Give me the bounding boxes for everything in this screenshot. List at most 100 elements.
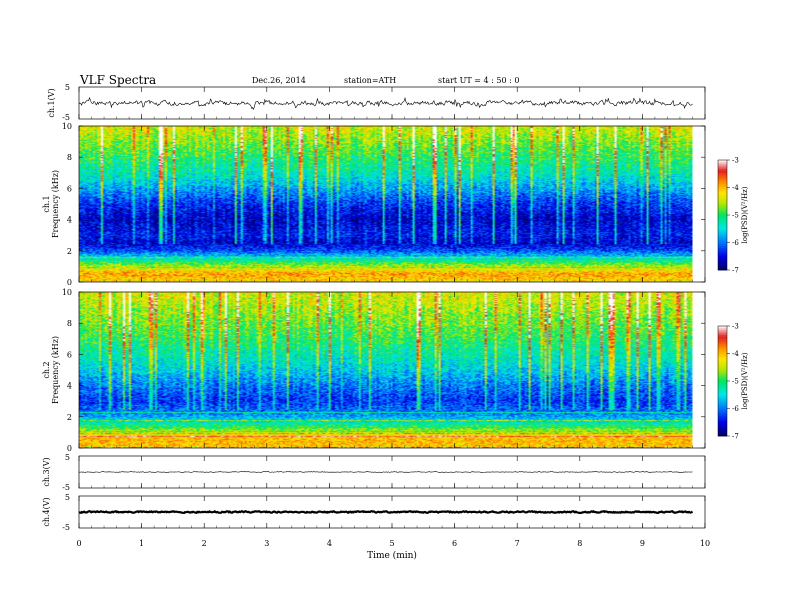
spec2-ytick-label: 4 <box>67 382 72 391</box>
ch1-trace <box>78 96 693 111</box>
cbar1-swatch <box>718 193 727 196</box>
time-axis: 0 1 2 3 4 5 6 7 8 9 10 <box>76 87 710 548</box>
cbar1-tick-label: -7 <box>732 267 739 275</box>
ch3-ytick-bottom: -5 <box>62 483 70 492</box>
cbar1-swatch <box>718 226 727 229</box>
ch3-ylabel: ch.3(V) <box>42 457 51 486</box>
cbar2-swatch <box>718 338 727 342</box>
cbar2-swatch <box>718 432 727 435</box>
cbar1-swatch <box>718 220 727 223</box>
cbar1-swatch <box>718 222 727 225</box>
cbar1-swatch <box>718 161 727 165</box>
cbar1-swatch <box>718 257 727 260</box>
time-tick-label: 3 <box>264 539 269 548</box>
cbar2-swatch <box>718 373 727 376</box>
cbar1-swatch <box>718 176 727 179</box>
cbar2-swatch <box>718 421 727 424</box>
cbar1-swatch <box>718 216 727 220</box>
spec2-ytick-label: 10 <box>62 288 72 297</box>
cbar2-swatch <box>718 344 727 347</box>
cbar1-swatch <box>718 238 727 242</box>
cbar2-swatch <box>718 351 727 354</box>
cbar2-swatch <box>718 414 727 417</box>
cbar2-swatch <box>718 342 727 345</box>
cbar1-swatch <box>718 169 727 172</box>
spectrogram-ch2-panel: 0 2 4 6 8 10 ch.2 Frequency (kHz) -3 -4 -5 -6 -7 l… <box>42 288 749 453</box>
cbar2-swatch <box>718 388 727 391</box>
spec2-ytick-label: 0 <box>67 444 72 453</box>
cbar1-swatch <box>718 213 727 216</box>
cbar2-swatch <box>718 384 727 387</box>
cbar2-swatch <box>718 346 727 349</box>
cbar1-swatch <box>718 266 727 269</box>
cbar2-swatch <box>718 329 727 332</box>
cbar1-swatch <box>718 171 727 174</box>
time-tick-label: 4 <box>327 539 332 548</box>
cbar2-swatch <box>718 359 727 362</box>
spectrogram-ch2-image <box>79 292 693 448</box>
cbar2-swatch <box>718 368 727 371</box>
cbar1-swatch <box>718 165 727 168</box>
cbar1-swatch <box>718 218 727 221</box>
cbar2-swatch <box>718 375 727 378</box>
cbar1-swatch <box>718 215 727 218</box>
cbar2-swatch <box>718 381 727 384</box>
cbar2-swatch <box>718 434 727 437</box>
cbar1-swatch <box>718 191 727 194</box>
cbar2-swatch <box>718 340 727 343</box>
cbar1-swatch <box>718 189 727 192</box>
cbar1-swatch <box>718 231 727 234</box>
ch1-ylabel: ch.1(V) <box>47 88 56 117</box>
cbar1-swatch <box>718 209 727 212</box>
cbar2-swatch <box>718 357 727 360</box>
cbar1-swatch <box>718 248 727 251</box>
cbar2-swatch <box>718 379 727 382</box>
ch1-ytick-top: 5 <box>65 83 70 92</box>
cbar1-label: log(PSD)(V²/Hz) <box>741 186 749 243</box>
cbar1-swatch <box>718 172 727 176</box>
date-label: Dec.26, 2014 <box>252 76 306 85</box>
cbar2-swatch <box>718 370 727 373</box>
cbar2-swatch <box>718 392 727 395</box>
cbar2-swatch <box>718 348 727 351</box>
cbar1-swatch <box>718 268 727 271</box>
spectrogram-ch1-image <box>79 126 693 282</box>
cbar1-swatch <box>718 235 727 238</box>
cbar1-swatch <box>718 253 727 256</box>
cbar2-tick-label: -3 <box>732 323 739 331</box>
cbar1-swatch <box>718 259 727 262</box>
spec1-ytick-label: 10 <box>62 122 72 131</box>
cbar2-swatch <box>718 395 727 398</box>
time-tick-label: 10 <box>700 539 710 548</box>
ch1-ytick-bottom: -5 <box>62 113 70 122</box>
cbar2-swatch <box>718 353 727 356</box>
ch4-ytick-bottom: -5 <box>62 523 70 532</box>
cbar1-swatch <box>718 264 727 267</box>
cbar1-swatch <box>718 196 727 199</box>
cbar2-swatch <box>718 401 727 404</box>
ch4-trace <box>78 509 694 515</box>
time-tick-label: 0 <box>76 539 81 548</box>
cbar2-swatch <box>718 390 727 393</box>
ch1-waveform-panel: 5 -5 ch.1(V) <box>47 83 706 122</box>
cbar1-swatch <box>718 242 727 245</box>
cbar1-swatch <box>718 185 727 188</box>
cbar1-tick-label: -6 <box>732 239 739 247</box>
cbar2-swatch <box>718 360 727 364</box>
cbar2-swatch <box>718 410 727 413</box>
cbar2-swatch <box>718 366 727 369</box>
time-tick-label: 2 <box>202 539 207 548</box>
ch3-trace <box>79 471 693 473</box>
cbar1-swatch <box>718 211 727 214</box>
time-tick-label: 6 <box>452 539 457 548</box>
spec2-ytick-label: 2 <box>67 413 72 422</box>
spec1-yaxis: 0 2 4 6 8 10 <box>62 122 705 287</box>
cbar2-label: log(PSD)(V²/Hz) <box>741 352 749 409</box>
cbar1-swatch <box>718 174 727 177</box>
spec2-ytick-label: 6 <box>67 350 72 359</box>
spec2-yaxis: 0 2 4 6 8 10 <box>62 288 705 453</box>
spec1-ylabel-frequency: Frequency (kHz) <box>51 170 60 238</box>
time-tick-label: 7 <box>515 539 520 548</box>
cbar1-swatch <box>718 200 727 203</box>
cbar2-swatch <box>718 397 727 400</box>
